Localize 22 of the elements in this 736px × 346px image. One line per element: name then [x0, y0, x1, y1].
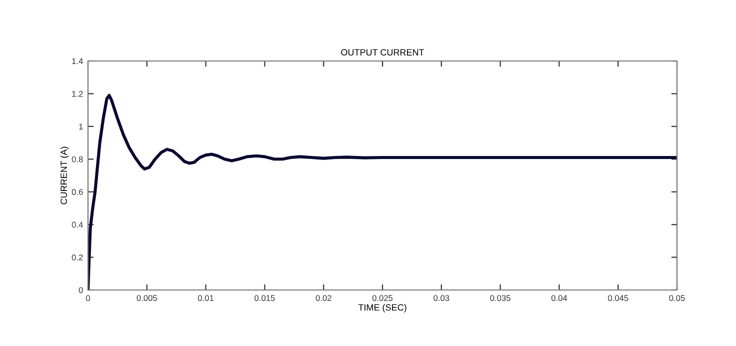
- x-tick-label: 0.03: [434, 295, 450, 301]
- x-tick-label: 0.015: [254, 295, 275, 301]
- x-tick-label: 0.02: [316, 295, 332, 301]
- y-tick-label: 1: [79, 124, 83, 130]
- x-tick-label: 0.025: [372, 295, 393, 301]
- y-tick-label: 0.4: [72, 222, 83, 228]
- x-tick-label: 0: [86, 295, 90, 301]
- x-tick-label: 0.045: [608, 295, 628, 301]
- y-tick-label: 0.6: [72, 189, 83, 195]
- y-tick-label: 0: [78, 287, 83, 294]
- y-tick-label: 1.2: [72, 90, 83, 97]
- x-tick-label: 0.005: [136, 295, 157, 301]
- y-axis-title: CURRENT (A): [60, 146, 69, 204]
- chart-title: OUTPUT CURRENT: [341, 49, 424, 56]
- x-tick-label: 0.04: [551, 295, 568, 301]
- y-tick-label: 0.8: [72, 156, 83, 162]
- x-tick-label: 0.01: [198, 295, 214, 301]
- x-tick-label: 0.035: [490, 295, 510, 301]
- y-tick-label: 1.4: [72, 58, 83, 64]
- x-tick-label: 0.05: [669, 295, 685, 301]
- x-axis-title: TIME (SEC): [358, 304, 406, 312]
- y-tick-label: 0.2: [72, 254, 83, 260]
